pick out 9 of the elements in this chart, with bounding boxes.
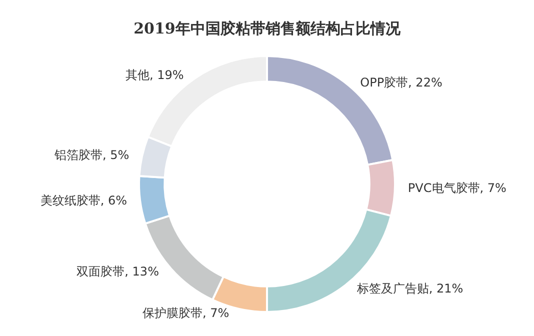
chart-title: 2019年中国胶粘带销售额结构占比情况 (134, 20, 402, 38)
slice-label: 双面胶带, 13% (76, 264, 159, 278)
slice-label: 铝箔胶带, 5% (54, 148, 130, 162)
slice-label: PVC电气胶带, 7% (408, 181, 506, 196)
slice-label: 保护膜胶带, 7% (142, 306, 230, 320)
slice-label: 其他, 19% (125, 68, 184, 82)
slice-label: 美纹纸胶带, 6% (40, 194, 128, 208)
slice-label: OPP胶带, 22% (360, 75, 442, 90)
slice-label: 标签及广告贴, 21% (356, 281, 464, 296)
